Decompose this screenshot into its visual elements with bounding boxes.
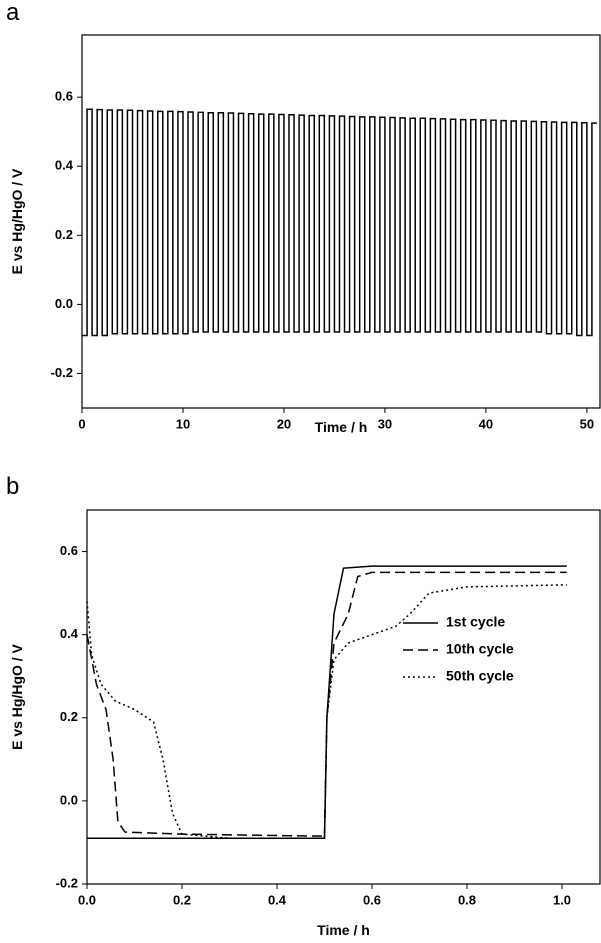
x-tick-label: 0.8 xyxy=(458,892,476,907)
x-tick-label: 50 xyxy=(580,416,594,431)
y-tick-label: 0.4 xyxy=(60,626,79,641)
x-tick-label: 0.4 xyxy=(268,892,287,907)
x-tick-label: 0.0 xyxy=(78,892,96,907)
data-line xyxy=(86,571,567,837)
x-tick-label: 10 xyxy=(176,416,190,431)
y-tick-label: 0.2 xyxy=(60,709,78,724)
panel-label: a xyxy=(6,0,20,26)
data-line xyxy=(87,565,567,840)
panel-label: b xyxy=(6,473,19,500)
legend-label: 10th cycle xyxy=(446,641,514,657)
y-tick-label: 0.4 xyxy=(55,158,74,173)
y-axis-label: E vs Hg/HgO / V xyxy=(9,168,25,274)
y-tick-label: 0.6 xyxy=(55,89,73,104)
legend-label: 1st cycle xyxy=(446,614,505,630)
plot-frame xyxy=(81,34,601,409)
data-line xyxy=(86,584,567,840)
legend-label: 50th cycle xyxy=(446,668,514,684)
y-tick-label: -0.2 xyxy=(56,875,78,890)
x-tick-label: 0 xyxy=(78,416,85,431)
x-tick-label: 0.6 xyxy=(363,892,381,907)
y-tick-label: 0.6 xyxy=(60,543,78,558)
plot-frame xyxy=(86,509,601,885)
y-tick-label: 0.0 xyxy=(55,296,73,311)
x-tick-label: 20 xyxy=(277,416,291,431)
x-tick-label: 30 xyxy=(378,416,392,431)
y-tick-label: 0.0 xyxy=(60,792,78,807)
x-tick-label: 1.0 xyxy=(553,892,571,907)
y-axis-label: E vs Hg/HgO / V xyxy=(9,643,25,749)
y-tick-label: -0.2 xyxy=(51,365,73,380)
x-tick-label: 40 xyxy=(479,416,493,431)
data-line xyxy=(82,108,597,337)
x-tick-label: 0.2 xyxy=(173,892,191,907)
x-axis-label: Time / h xyxy=(315,419,368,435)
x-axis-label: Time / h xyxy=(317,922,370,938)
y-tick-label: 0.2 xyxy=(55,227,73,242)
